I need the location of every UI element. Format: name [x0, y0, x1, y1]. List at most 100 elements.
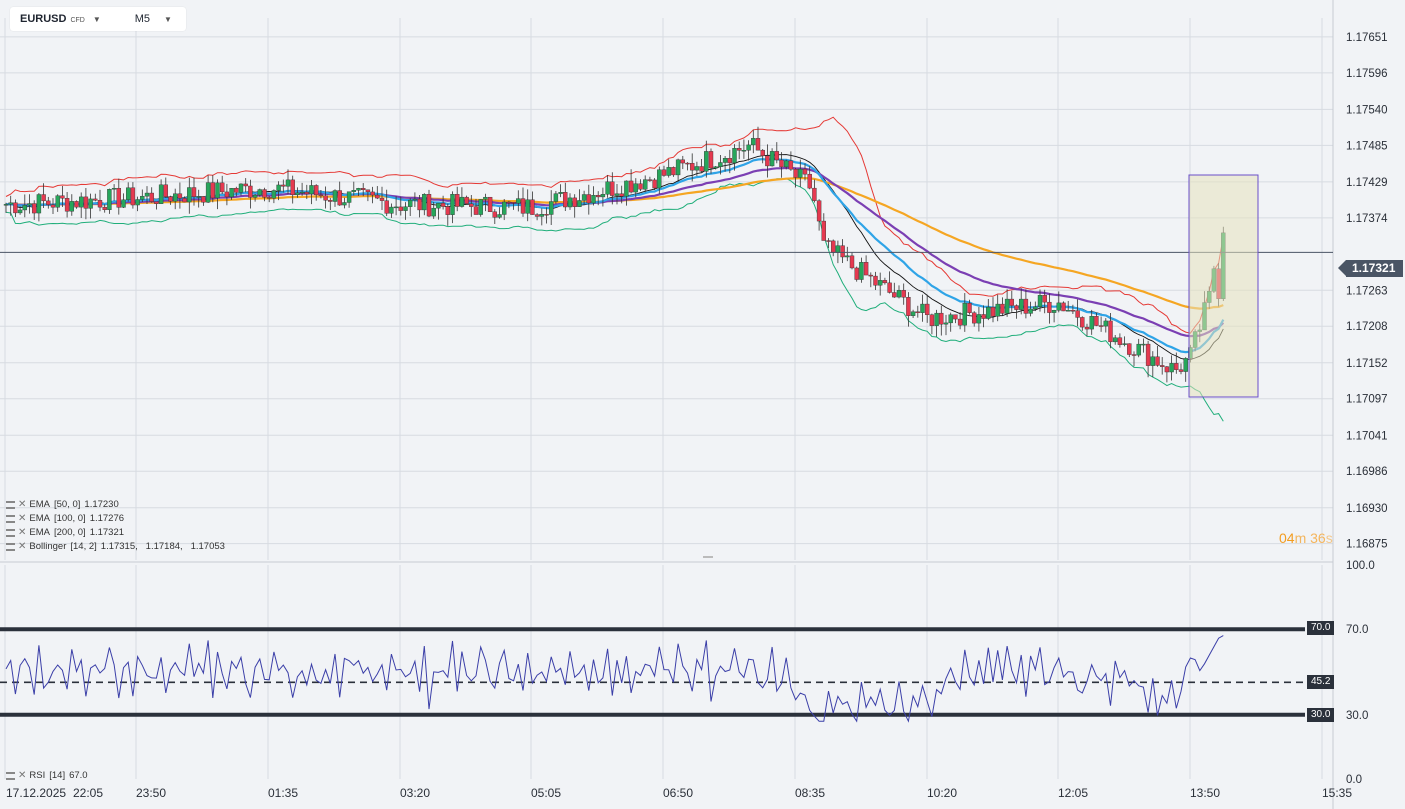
candle-body	[365, 189, 371, 193]
overlay	[0, 174, 1333, 398]
candle-body	[643, 179, 648, 190]
time-tick: 03:20	[400, 786, 430, 800]
candle-body	[78, 196, 84, 208]
candle-body	[487, 196, 493, 212]
candle-body	[906, 297, 911, 316]
time-tick: 10:20	[927, 786, 957, 800]
settings-icon[interactable]	[6, 500, 15, 509]
indicator-legend[interactable]: ✕ EMA [100, 0] 1.17276	[6, 513, 124, 524]
rsi-level-mid: 45.2	[1307, 675, 1335, 689]
price-tick: 1.17540	[1346, 104, 1388, 116]
candle-body	[1033, 306, 1038, 310]
close-icon[interactable]: ✕	[18, 541, 27, 552]
close-icon[interactable]: ✕	[18, 770, 27, 781]
candle-body	[163, 184, 169, 197]
close-icon[interactable]: ✕	[18, 513, 27, 524]
candle-body	[741, 150, 747, 152]
symbol-toolbar[interactable]: EURUSD CFD ▼ M5 ▼	[10, 7, 186, 31]
candle-body	[422, 194, 427, 211]
indicator-params: [200, 0]	[53, 527, 86, 538]
candle-body	[910, 311, 916, 316]
candle-body	[727, 158, 732, 164]
candle-body	[83, 196, 89, 209]
candle-body	[285, 179, 291, 187]
pane-divider[interactable]	[703, 556, 713, 558]
indicator-values: 1.17230	[84, 499, 119, 510]
candle-body	[1127, 343, 1132, 355]
candle-body	[224, 191, 230, 198]
candle-body	[450, 194, 455, 215]
candle-body	[769, 151, 775, 167]
candle-body	[1056, 302, 1062, 311]
candle-body	[953, 314, 958, 320]
candle-body	[1117, 337, 1123, 345]
candle-body	[88, 198, 93, 209]
candle-body	[1150, 356, 1156, 366]
settings-icon[interactable]	[6, 542, 15, 551]
candle-body	[544, 214, 549, 216]
price-tick: 1.17485	[1346, 140, 1388, 152]
rsi-legend[interactable]: ✕ RSI [14] 67.0	[6, 770, 88, 781]
candle-body	[586, 194, 591, 204]
candle-body	[46, 200, 51, 205]
candle-body	[1084, 326, 1090, 330]
candle-body	[172, 193, 178, 202]
symbol-name[interactable]: EURUSD	[20, 13, 67, 25]
candle-body	[990, 306, 996, 317]
candle-body	[1169, 363, 1174, 373]
candle-body	[732, 148, 737, 164]
indicator-name: EMA	[29, 527, 50, 538]
indicator-name: EMA	[29, 513, 50, 524]
time-tick: 06:50	[663, 786, 693, 800]
candle-body	[1098, 325, 1104, 327]
candle-body	[375, 194, 380, 199]
chevron-down-icon[interactable]: ▼	[164, 14, 172, 24]
candle-body	[290, 179, 295, 196]
candle-body	[972, 312, 977, 324]
price-axis: 1.17651 1.17596 1.17540 1.17485 1.17429 1.173…	[1346, 32, 1388, 551]
price-tick: 1.17651	[1346, 32, 1388, 44]
candle-body	[722, 158, 728, 163]
close-icon[interactable]: ✕	[18, 499, 27, 510]
candle-body	[248, 185, 253, 198]
candle-body	[516, 198, 521, 204]
candle-body	[267, 197, 272, 199]
candle-body	[60, 195, 65, 199]
candle-body	[694, 166, 700, 171]
candle-body	[1178, 369, 1184, 372]
chevron-down-icon[interactable]: ▼	[92, 14, 101, 24]
candle-body	[125, 187, 131, 200]
indicator-legend[interactable]: ✕ EMA [50, 0] 1.17230	[6, 499, 119, 510]
indicator-legend[interactable]: ✕ EMA [200, 0] 1.17321	[6, 527, 124, 538]
close-icon[interactable]: ✕	[18, 527, 27, 538]
candle-body	[502, 201, 507, 215]
rsi-panel: 100.0 70.0 30.0 0.0	[0, 560, 1375, 786]
indicator-values: 1.17276	[89, 513, 125, 524]
candle-body	[939, 312, 944, 325]
candle-body	[276, 184, 281, 191]
candle-countdown: 04m 36s	[1279, 530, 1333, 546]
time-tick: 22:05	[73, 786, 103, 800]
bollinger-upper-line	[5, 116, 1224, 334]
candle-body	[1014, 305, 1019, 310]
candle-body	[882, 280, 888, 284]
indicator-legend[interactable]: ✕ Bollinger [14, 2] 1.17315, 1.17184, 1.170…	[6, 541, 225, 552]
settings-icon[interactable]	[6, 528, 15, 537]
settings-icon[interactable]	[6, 771, 15, 780]
candle-body	[1164, 366, 1170, 373]
candle-body	[121, 199, 126, 208]
timeframe-select[interactable]: M5	[134, 13, 151, 25]
candle-body	[309, 185, 314, 195]
candle-body	[1037, 295, 1043, 307]
candle-body	[219, 182, 225, 193]
indicator-values: 1.17321	[89, 527, 125, 538]
candle-body	[1094, 316, 1099, 326]
settings-icon[interactable]	[6, 514, 15, 523]
candle-body	[332, 190, 338, 202]
candle-body	[234, 187, 239, 193]
candle-body	[784, 160, 789, 168]
rsi-axis-tick: 100.0	[1346, 560, 1375, 572]
candle-body	[859, 262, 864, 280]
